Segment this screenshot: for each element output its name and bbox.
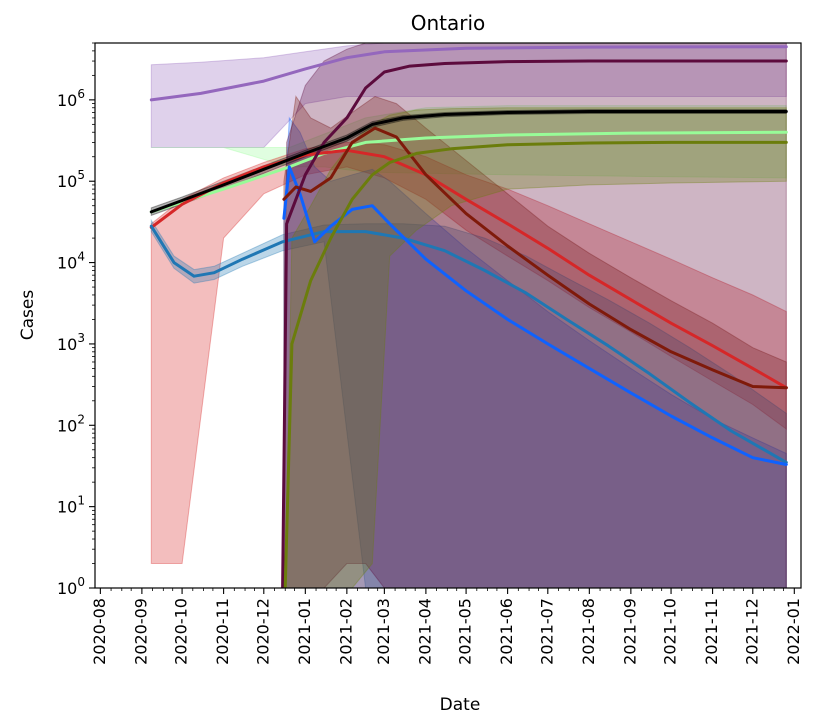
line-series-3 [149,148,788,390]
x-tick-label: 2021-05 [456,598,475,665]
y-axis-label: Cases [18,290,38,341]
y-tick-label: 106 [57,87,85,110]
series-lines [149,45,788,588]
x-tick-label: 2021-12 [742,598,761,665]
x-tick-label: 2020-08 [90,598,109,665]
x-tick-label: 2020-12 [253,598,272,665]
band-series-5 [283,116,787,588]
x-tick-label: 2020-10 [172,598,191,665]
x-axis-ticks: 2020-08 2020-09 2020-10 2020-11 2020-12 2021-… [90,588,803,665]
x-tick-label: 2021-04 [415,598,434,665]
line-series-6 [282,126,788,390]
x-tick-label: 2021-08 [579,598,598,665]
x-axis-label: Date [440,695,481,715]
x-tick-label: 2021-06 [497,598,516,665]
y-tick-label: 100 [57,575,85,598]
line-series-1 [149,45,788,102]
x-tick-label: 2021-09 [620,598,639,665]
x-tick-label: 2021-11 [702,598,721,665]
y-axis-ticks: 100 101 102 103 104 105 106 [57,42,95,598]
plot-frame [94,42,802,589]
y-tick-label: 105 [57,168,85,191]
x-tick-label: 2021-01 [295,598,314,665]
band-series-3 [150,141,787,564]
line-series-9 [149,110,788,214]
x-tick-label: 2021-03 [374,598,393,665]
band-series-4 [150,218,787,588]
x-tick-label: 2022-01 [784,598,803,665]
band-series-6 [283,95,787,588]
y-tick-label: 102 [57,412,85,435]
line-series-2 [149,130,788,214]
confidence-bands [150,43,787,588]
x-tick-label: 2021-10 [661,598,680,665]
y-tick-label: 103 [57,331,85,354]
x-tick-label: 2021-02 [336,598,355,665]
line-series-8 [283,140,788,588]
band-series-7 [282,43,787,588]
line-series-7 [281,59,788,588]
x-tick-label: 2021-07 [537,598,556,665]
line-series-4 [149,224,788,464]
y-tick-label: 101 [57,494,85,517]
chart-title: Ontario [411,11,486,35]
x-tick-label: 2020-09 [131,598,150,665]
line-series-5 [282,165,788,466]
y-tick-label: 104 [57,250,85,273]
x-tick-label: 2020-11 [213,598,232,665]
